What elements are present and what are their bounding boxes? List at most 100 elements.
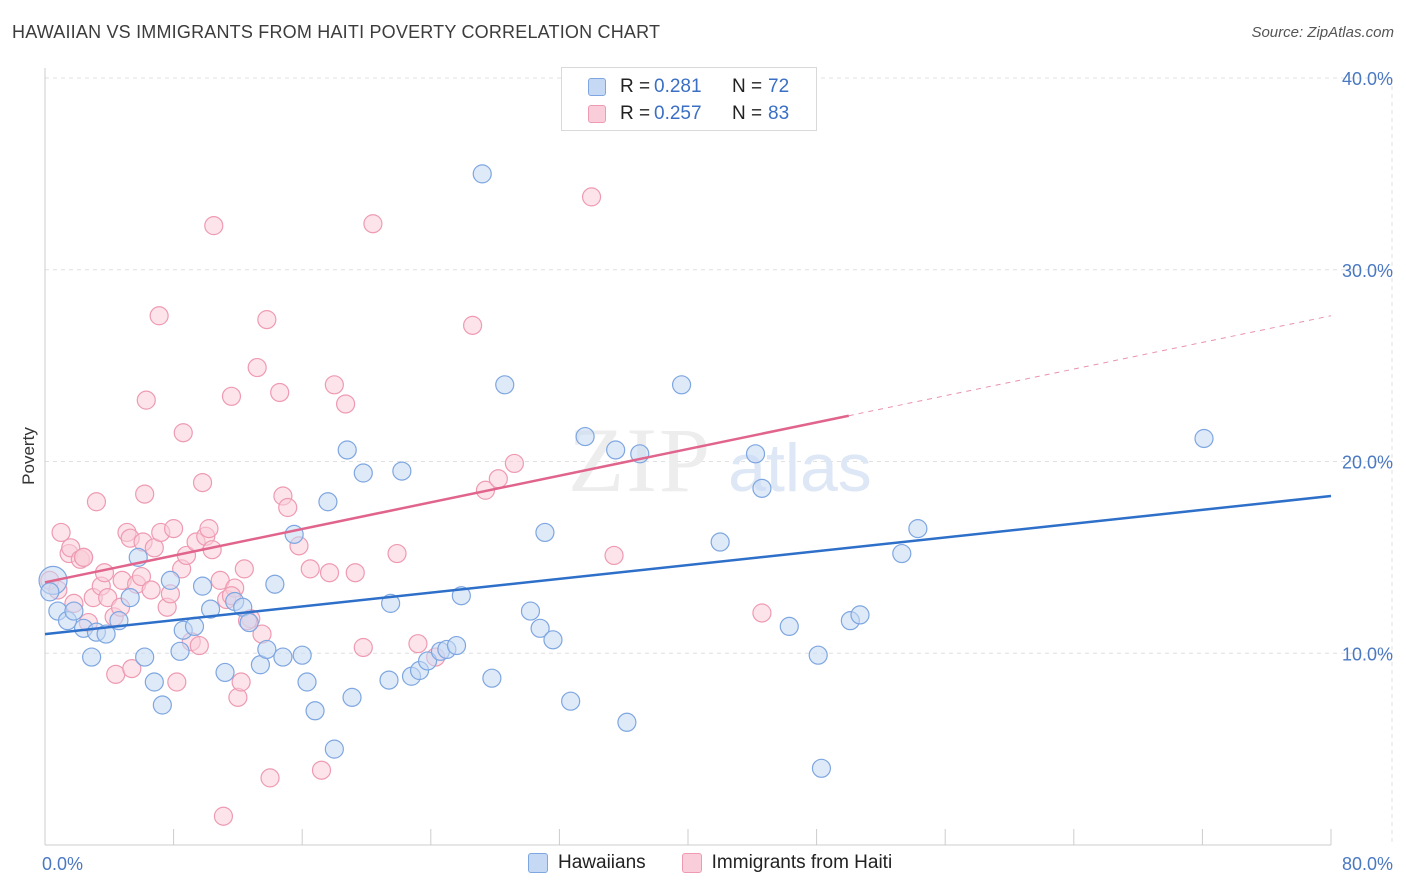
x-tick-label-min: 0.0%: [42, 854, 83, 874]
haiti-point: [73, 547, 94, 567]
hawaiian-point: [520, 601, 541, 621]
hawaiian-point: [451, 586, 471, 606]
y-axis-title: Poverty: [19, 427, 38, 485]
hawaiian-point: [297, 672, 317, 692]
legend-swatch-pink: [588, 105, 606, 123]
hawaiian-point: [144, 672, 164, 692]
hawaiian-point: [392, 461, 412, 481]
hawaiian-point: [482, 668, 502, 688]
haiti-point: [234, 559, 254, 579]
bottom-legend-haiti: Immigrants from Haiti: [681, 852, 892, 874]
haiti-point: [149, 306, 169, 326]
hawaiian-point: [96, 624, 116, 644]
hawaiian-point: [417, 651, 438, 671]
hawaiian-point: [215, 662, 235, 683]
hawaiian-point: [324, 739, 344, 759]
haiti-point: [488, 469, 508, 489]
haiti-point: [167, 672, 187, 692]
hawaiian-point: [472, 164, 492, 184]
hawaiian-point: [495, 375, 515, 395]
haiti-point: [189, 635, 209, 656]
hawaiian-point: [239, 612, 259, 633]
legend-row-haiti: R = 0.257 N = 83: [588, 102, 789, 126]
haiti-point: [164, 519, 184, 539]
legend-n-value: 83: [768, 103, 790, 124]
haiti-point: [131, 566, 152, 587]
hawaiian-point: [745, 444, 766, 464]
y-tick-label: 40.0%: [1342, 69, 1393, 89]
tick-labels: 10.0% 20.0% 30.0% 40.0% 0.0% 80.0%: [42, 69, 1393, 874]
hawaiian-point: [606, 440, 626, 460]
haiti-point: [462, 315, 483, 335]
source-label: Source: ZipAtlas.com: [1251, 24, 1394, 41]
haiti-point: [319, 563, 340, 583]
haiti-point: [213, 806, 234, 826]
haiti-point: [300, 559, 320, 579]
haiti-point: [51, 522, 71, 543]
legend-n-label: N =: [732, 103, 763, 124]
y-tick-label: 20.0%: [1342, 453, 1393, 473]
hawaiian-point: [305, 701, 325, 721]
hawaiian-point: [64, 601, 84, 621]
hawaiian-point: [811, 758, 832, 778]
haiti-point: [199, 519, 219, 539]
hawaiian-point: [446, 635, 467, 656]
hawaiian-point: [617, 712, 637, 732]
y-tick-label: 30.0%: [1342, 261, 1393, 281]
hawaiian-point: [120, 588, 140, 608]
haiti-point: [221, 386, 242, 406]
hawaiian-point: [318, 492, 338, 512]
hawaiian-point: [710, 532, 730, 552]
haiti-point: [192, 472, 213, 493]
hawaiian-point: [1194, 428, 1214, 449]
grid-lines: [45, 77, 1393, 845]
haiti-point: [141, 580, 161, 600]
hawaiian-point: [40, 582, 60, 602]
hawaiian-point: [908, 519, 928, 539]
bottom-legend: Hawaiians Immigrants from Haiti: [528, 852, 928, 874]
haiti-point: [260, 768, 280, 788]
legend-r-value: 0.257: [654, 103, 702, 124]
hawaiian-point: [152, 695, 172, 715]
haiti-point: [247, 357, 267, 378]
hawaiian-point: [530, 618, 550, 638]
chart-title: HAWAIIAN VS IMMIGRANTS FROM HAITI POVERT…: [12, 22, 661, 42]
haiti-point: [408, 634, 428, 654]
bottom-legend-label: Hawaiians: [558, 852, 646, 873]
x-tick-label-max: 80.0%: [1342, 854, 1393, 874]
haiti-point: [324, 375, 344, 395]
legend-swatch-blue: [588, 78, 606, 96]
hawaiian-point: [292, 645, 312, 665]
hawaiian-points: [38, 164, 1214, 778]
haiti-trend-line: [44, 414, 850, 584]
haiti-point: [94, 563, 115, 583]
legend-n-label: N =: [732, 76, 763, 97]
legend-r-label: R =: [620, 76, 651, 97]
hawaiian-point: [808, 645, 828, 665]
legend-row-hawaiians: R = 0.281 N = 72: [588, 75, 789, 99]
haiti-point: [231, 672, 251, 692]
haiti-point: [336, 394, 356, 414]
hawaiian-point: [82, 647, 102, 667]
y-tick-label: 10.0%: [1342, 644, 1393, 664]
haiti-point: [353, 637, 373, 658]
hawaiian-point: [257, 639, 277, 660]
hawaiian-point: [200, 599, 221, 619]
hawaiian-point: [135, 647, 155, 667]
haiti-point: [86, 492, 107, 512]
hawaiian-point: [273, 647, 293, 667]
haiti-point: [604, 545, 624, 566]
haiti-point: [204, 216, 224, 236]
hawaiian-point: [779, 616, 799, 637]
hawaiian-point: [337, 440, 357, 460]
hawaiian-point: [535, 522, 555, 543]
haiti-trend-line-dashed: [848, 315, 1332, 417]
hawaiian-point: [170, 641, 190, 661]
haiti-point: [98, 588, 118, 608]
hawaiian-point: [265, 574, 285, 594]
hawaiian-point: [379, 670, 399, 690]
hawaiian-point: [543, 630, 563, 650]
legend-r-label: R =: [620, 103, 651, 124]
hawaiian-point: [892, 543, 912, 564]
hawaiian-point: [353, 463, 373, 483]
